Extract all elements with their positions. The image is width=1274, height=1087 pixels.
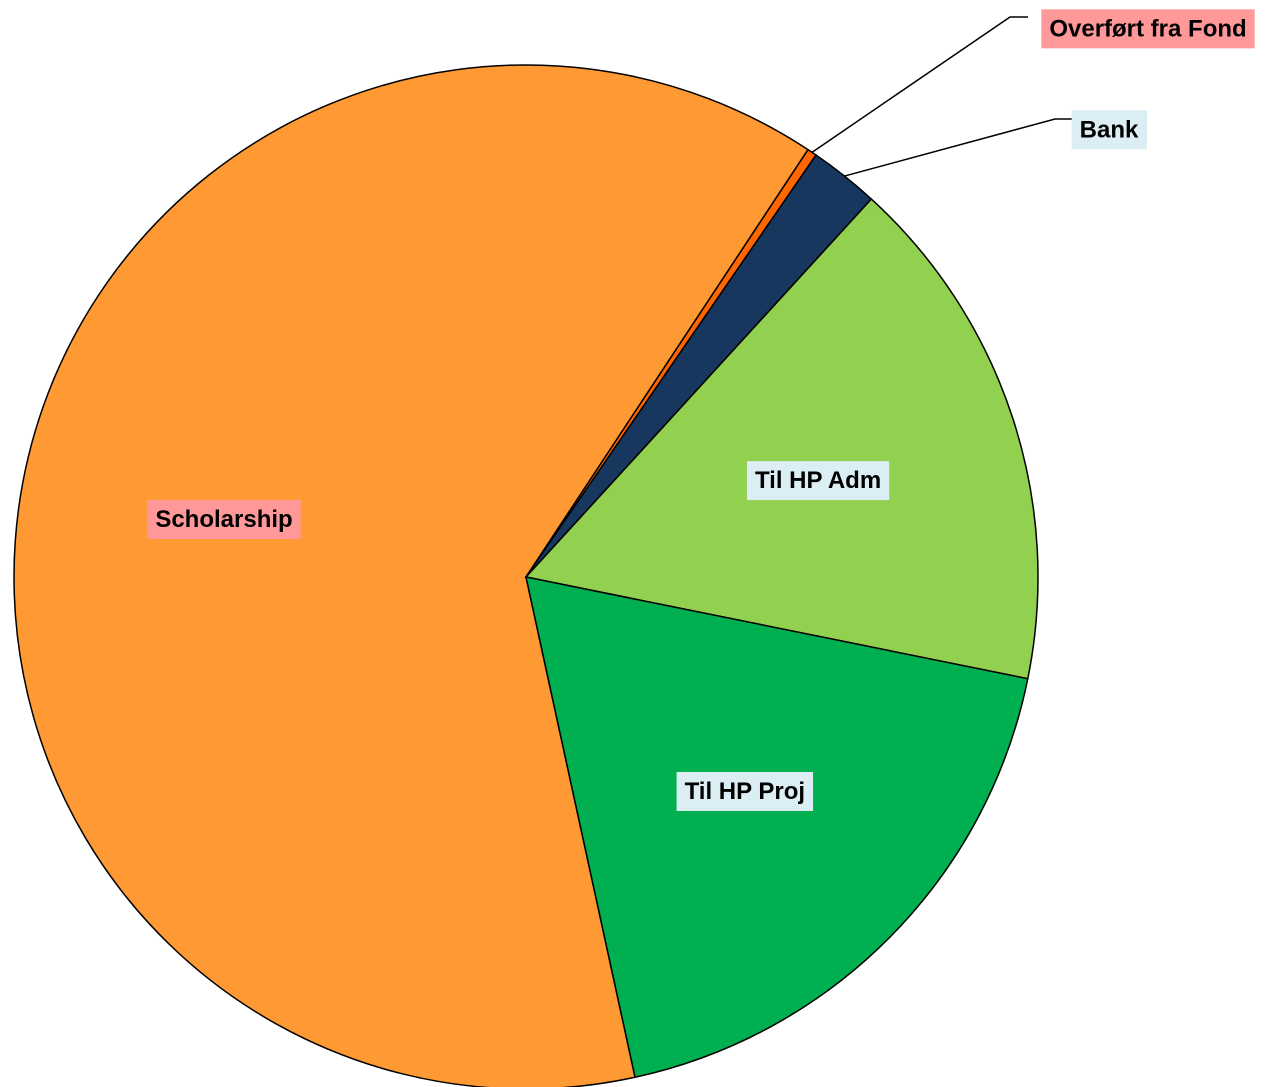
- slice-label-text: Bank: [1080, 116, 1139, 143]
- pie-slice: [524, 197, 1039, 680]
- pie-slice: [13, 64, 810, 1087]
- leader-line: [811, 16, 1028, 153]
- label-background: [676, 771, 814, 811]
- slice-label-text: Overført fra Fond: [1049, 15, 1246, 42]
- label-background: [1041, 9, 1255, 49]
- slice-label-text: Til HP Adm: [755, 467, 881, 494]
- slice-label: Bank: [1071, 110, 1147, 150]
- label-background: [1071, 110, 1147, 150]
- slice-label-text: Scholarship: [155, 506, 292, 533]
- slice-label: Scholarship: [147, 500, 301, 540]
- label-background: [746, 461, 890, 501]
- pie-slice: [525, 576, 1029, 1079]
- slice-label: Til HP Proj: [676, 771, 814, 811]
- slice-label-text: Til HP Proj: [685, 778, 805, 805]
- label-background: [147, 500, 301, 540]
- leader-line: [844, 118, 1073, 177]
- slice-label: Til HP Adm: [746, 461, 890, 501]
- slice-label: Overført fra Fond: [1041, 9, 1255, 49]
